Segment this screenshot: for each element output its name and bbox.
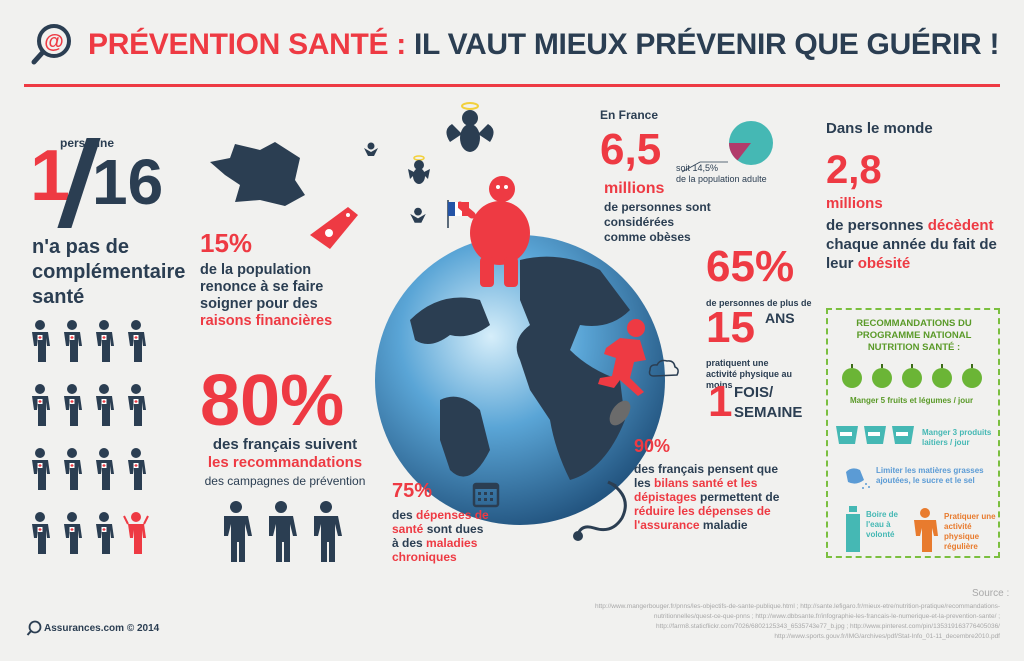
svg-text:@: @ [44,31,64,53]
page-title: PRÉVENTION SANTÉ : IL VAUT MIEUX PRÉVENI… [88,28,999,62]
pie-obese-slice [729,143,751,161]
cloud-icon [648,359,679,377]
magnifier-at-logo-icon: @ [31,24,71,65]
angel-tiny-icon-2 [410,207,426,223]
pct75-text-d: maladies chroniques [392,536,478,564]
apples-icon [842,364,982,388]
people-grid-icon [31,320,149,555]
reco-eau: Boire de l'eau à volonté [866,510,899,539]
pie-note: soit 14,5% de la population adulte [676,163,767,185]
pie-leader-line [681,161,728,173]
title-part1: PRÉVENTION SANTÉ : [88,28,406,61]
pct15-text-a: de la population renonce à se faire soig… [200,262,324,312]
header-divider [24,84,1000,87]
pct15-value: 15% [200,228,253,258]
stethoscope-icon [573,480,627,541]
sport-pct: 65% [706,242,795,291]
world-text-b: décèdent [927,217,994,234]
sport-freq-text-b: SEMAINE [734,404,803,421]
reco-activite: Pratiquer une activité physique régulièr… [944,512,996,551]
bilans-text: des français pensent que les bilans sant… [634,462,784,532]
france-label: En France [600,108,659,122]
ratio-denominator: 16 [92,146,164,218]
obese-person-icon [458,176,530,287]
angel-icon [446,102,494,152]
pct75-text-b: dépenses de santé [392,508,489,536]
bilans-t5: maladie [702,518,748,532]
france-text: de personnes sont considérées comme obès… [604,200,711,244]
footer-brand: Assurances.com © 2014 [44,623,160,634]
ratio-text: n'a pas de complémentaire santé [32,236,186,308]
ratio-unit: personne [60,136,115,150]
calendar-icon [472,482,500,508]
three-people-icon [224,501,342,562]
reco-gras: Limiter les matières grasses ajoutées, l… [876,466,984,485]
bilans-pct: 90% [634,436,671,456]
pct80-text: des français suivent les recommandations… [200,436,370,490]
pct75-value: 75% [392,480,433,502]
recommendations-box [826,308,1000,558]
water-bottle-icon [846,506,860,552]
reco-laitiers: Manger 3 produits laitiers / jour [922,428,992,447]
shadow-ellipse [609,400,631,426]
ratio-numerator: 1 [30,136,71,216]
reco-fruits: Manger 5 fruits et légumes / jour [850,396,974,405]
bilans-t4: réduire les dépenses de l'assurance [634,504,771,532]
title-part2: IL VAUT MIEUX PRÉVENIR QUE GUÉRIR ! [414,28,1000,61]
footer-logo-icon [26,620,42,636]
world-text: de personnes décèdent chaque année du fa… [826,216,1006,273]
pct80-value: 80% [200,361,345,441]
salt-shaker-icon [846,468,870,489]
pct80-text-a: des français suivent [212,436,358,453]
pct80-text-b: les recommandations [207,454,363,471]
pct75-text-a: des [392,508,413,522]
bilans-t3: permettent de [700,490,780,504]
sport-freq-text-a: FOIS/ [734,384,774,401]
world-text-c: chaque année du fait de leur [826,236,997,272]
pct80-text-c: des campagnes de prévention [204,474,366,488]
source-label: Source : [972,588,1010,599]
reco-title: RECOMMANDATIONS DU PROGRAMME NATIONAL NU… [856,318,972,353]
obesity-pie-chart [729,121,773,165]
world-text-a: de personnes [826,217,924,234]
pct15-text-b: raisons financières [200,313,333,329]
angel-small-icon [408,155,430,184]
source-links: http://www.mangerbouger.fr/pnns/les-obje… [594,603,1000,640]
pct75-text-c: sont dues à des [392,522,484,550]
pie-note-b: de la population adulte [676,174,767,184]
france-map-icon [210,142,305,206]
sport-freq-num: 1 [708,377,733,426]
angel-tiny-icon [364,142,378,156]
pct15-text: de la population renonce à se faire soig… [200,262,370,330]
yogurt-icon [836,426,914,444]
sport-age: 15 [706,303,755,352]
france-number: 6,5 [600,125,662,174]
world-number: 2,8 [826,148,882,192]
price-tag-icon [310,207,358,249]
running-person-icon [598,319,646,396]
sport-freq-text: FOIS/ SEMAINE [734,383,802,423]
france-unit: millions [604,180,665,197]
sport-text-b: pratiquent une activité physique au moin… [706,358,793,390]
bilans-t2: bilans santé et les dépistages [634,476,758,504]
bilans-t1: des français pensent que les [634,462,779,490]
world-unit: millions [826,195,883,212]
pct75-text: des dépenses de santé sont dues à des ma… [392,508,492,564]
active-person-icon [914,508,938,552]
pie-note-a: soit 14,5% [676,163,719,173]
earth-globe-icon [375,235,665,525]
sport-age-unit: ANS [765,310,795,326]
sport-text-a: de personnes de plus de [706,298,812,308]
world-label: Dans le monde [826,120,933,137]
world-text-d: obésité [857,255,911,272]
